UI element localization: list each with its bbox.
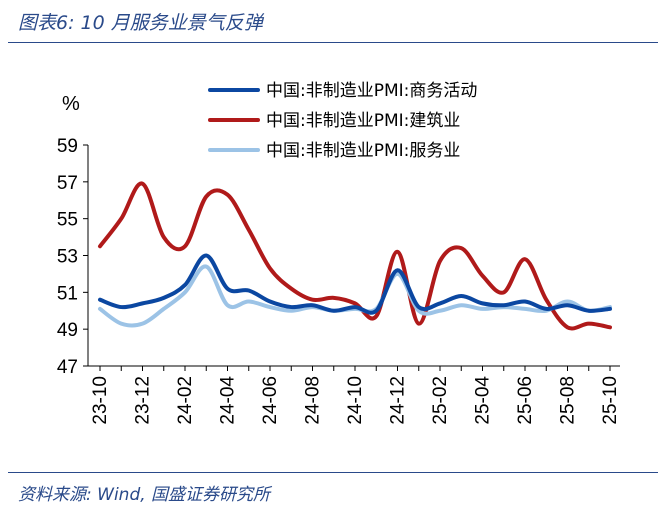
- x-tick-label: 25-04: [473, 376, 494, 425]
- x-tick-label: 23-12: [133, 376, 154, 425]
- legend-label: 中国:非制造业PMI:商务活动: [266, 81, 477, 101]
- y-axis-label: %: [62, 93, 80, 115]
- legend-label: 中国:非制造业PMI:建筑业: [266, 111, 460, 131]
- y-tick-label: 47: [57, 357, 78, 378]
- y-tick-label: 59: [57, 136, 78, 157]
- x-tick-label: 25-02: [430, 376, 451, 425]
- x-tick-label: 23-10: [90, 376, 111, 425]
- x-tick-label: 25-08: [558, 376, 579, 425]
- y-tick-label: 55: [57, 210, 78, 231]
- legend-label: 中国:非制造业PMI:服务业: [266, 141, 460, 161]
- x-tick-label: 24-04: [218, 376, 239, 425]
- y-tick-label: 53: [57, 247, 78, 268]
- source-note: 资料来源: Wind, 国盛证券研究所: [18, 485, 271, 505]
- line-construction: [98, 181, 612, 331]
- x-tick-label: 25-06: [515, 376, 536, 425]
- x-tick-label: 24-12: [388, 376, 409, 425]
- y-tick-label: 57: [57, 173, 78, 194]
- x-tick-label: 25-10: [600, 376, 621, 425]
- line-business-activity: [98, 253, 612, 315]
- x-tick-label: 24-08: [303, 376, 324, 425]
- y-tick-label: 49: [57, 320, 78, 341]
- x-tick-label: 24-02: [175, 376, 196, 425]
- x-tick-label: 24-10: [345, 376, 366, 425]
- y-tick-label: 51: [57, 283, 78, 304]
- chart: % 47 49 51 53 55 57 59 23-10 23-12 24-02 24-04 24-…: [57, 81, 621, 425]
- x-tick-label: 24-06: [260, 376, 281, 425]
- top-divider: [8, 42, 658, 43]
- bottom-divider: [8, 472, 658, 473]
- figure-title: 图表6: 10 月服务业景气反弹: [18, 12, 263, 34]
